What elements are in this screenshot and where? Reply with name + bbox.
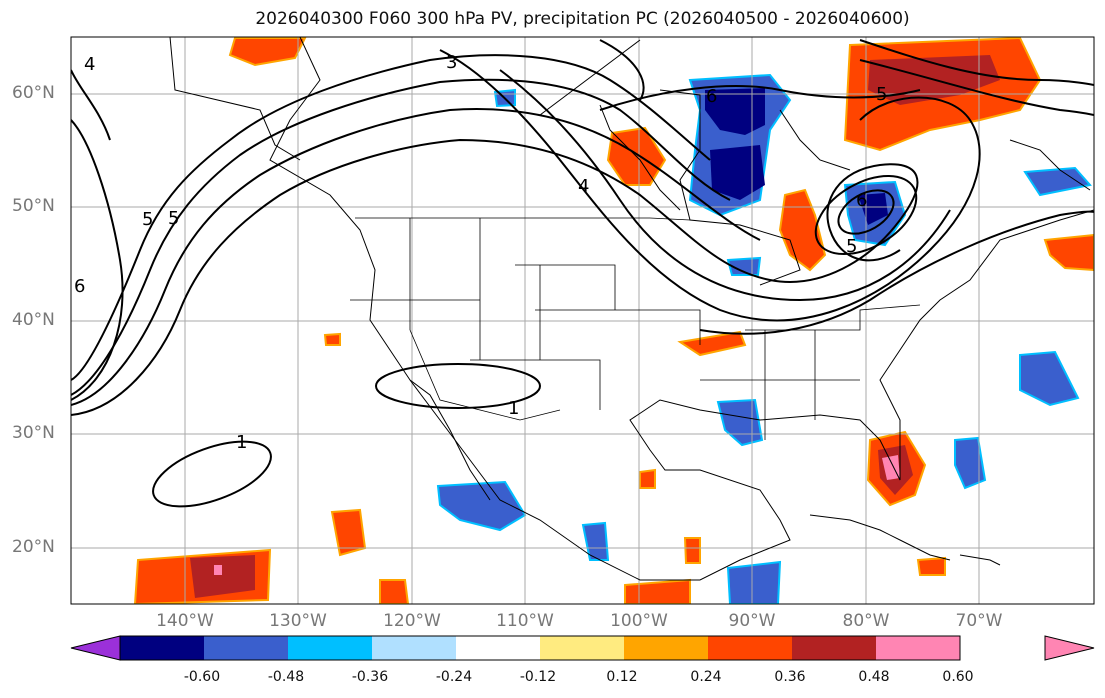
lon-label-90w: 90°W — [728, 611, 776, 631]
precip-negative-hudson-core2 — [710, 145, 765, 200]
precip-negative-bahamas — [954, 436, 987, 490]
colorbar-segment — [708, 636, 792, 660]
lon-label-140w: 140°W — [156, 611, 214, 631]
pv-label: 4 — [578, 176, 589, 197]
precip-positive-central-america — [624, 578, 691, 604]
pv-contours — [71, 39, 1094, 508]
lat-label-30n: 30°N — [12, 423, 55, 443]
pv-label: 5 — [142, 209, 153, 230]
colorbar-segment — [288, 636, 372, 660]
precip-positive-mexico-gulf — [639, 468, 656, 489]
graticule — [71, 37, 1094, 604]
lon-label-120w: 120°W — [383, 611, 441, 631]
colorbar-border — [119, 635, 961, 661]
precip-positive-newfoundland — [1043, 233, 1094, 272]
map-clip-group: 3 4 5 6 1 1 4 5 6 5 5 6 — [71, 37, 1094, 604]
precip-positive-hawaii-max — [214, 565, 222, 575]
colorbar-segment — [456, 636, 540, 660]
lat-label-20n: 20°N — [12, 537, 55, 557]
pv-label: 1 — [236, 432, 247, 453]
colorbar-tick-label: -0.36 — [351, 669, 389, 685]
lat-label-50n: 50°N — [12, 196, 55, 216]
colorbar-segment — [204, 636, 288, 660]
precip-negative-atlantic — [1019, 350, 1080, 407]
precip-negative-hudson-core — [705, 88, 765, 135]
precip-negative-caribbean-west — [726, 560, 782, 604]
colorbar-tick-label: -0.60 — [183, 669, 221, 685]
lat-label-40n: 40°N — [12, 310, 55, 330]
precip-positive-hawaii-core — [190, 555, 255, 598]
precip-positive-pacific-south — [379, 579, 410, 604]
precip-positive-michigan — [778, 188, 827, 272]
colorbar-segment — [624, 636, 708, 660]
colorbar — [70, 635, 1095, 661]
colorbar-extend-right — [1044, 635, 1095, 661]
precip-positive-caribbean — [916, 556, 946, 576]
precip-positive-yucatan — [683, 537, 701, 564]
pv-label: 6 — [74, 276, 85, 297]
lon-label-110w: 110°W — [496, 611, 554, 631]
pv-label: 6 — [706, 86, 717, 107]
lon-label-80w: 80°W — [842, 611, 890, 631]
colorbar-segment — [372, 636, 456, 660]
lon-label-70w: 70°W — [955, 611, 1003, 631]
precip-positive-alaska — [228, 37, 307, 67]
pv-label: 5 — [846, 236, 857, 257]
colorbar-segment — [120, 636, 204, 660]
colorbar-segment — [876, 636, 960, 660]
colorbar-tick-label: 0.48 — [858, 669, 890, 685]
pv-label: 1 — [508, 398, 519, 419]
lon-label-100w: 100°W — [610, 611, 668, 631]
colorbar-tick-label: 0.36 — [774, 669, 806, 685]
colorbar-segment — [540, 636, 624, 660]
colorbar-tick-label: 0.24 — [690, 669, 722, 685]
lat-label-60n: 60°N — [12, 83, 55, 103]
colorbar-tick-label: -0.12 — [519, 669, 557, 685]
pv-label: 5 — [168, 208, 179, 229]
lon-label-130w: 130°W — [269, 611, 327, 631]
colorbar-tick-label: -0.24 — [435, 669, 473, 685]
colorbar-tick-label: 0.12 — [606, 669, 638, 685]
pv-label: 4 — [84, 54, 95, 75]
precipitation-shading — [133, 37, 1094, 604]
precip-positive-plains — [677, 330, 747, 357]
country-state-borders — [350, 217, 921, 440]
colorbar-segment — [792, 636, 876, 660]
pv-label: 5 — [876, 84, 887, 105]
colorbar-tick-label: 0.60 — [942, 669, 974, 685]
colorbar-extend-left — [70, 635, 121, 661]
colorbar-tick-label: -0.48 — [267, 669, 305, 685]
pv-label: 6 — [856, 190, 867, 211]
pv-contour-labels: 3 4 5 6 1 1 4 5 6 5 5 6 — [74, 52, 887, 453]
map-frame — [70, 36, 1095, 605]
pv-label: 3 — [446, 52, 457, 73]
precip-negative-mexico-west — [436, 480, 527, 532]
precip-positive-florida-max — [882, 455, 900, 480]
map-title: 2026040300 F060 300 hPa PV, precipitatio… — [255, 9, 910, 29]
precip-positive-pacific-small — [323, 332, 341, 346]
precip-negative-east-atlantic — [1023, 166, 1092, 197]
